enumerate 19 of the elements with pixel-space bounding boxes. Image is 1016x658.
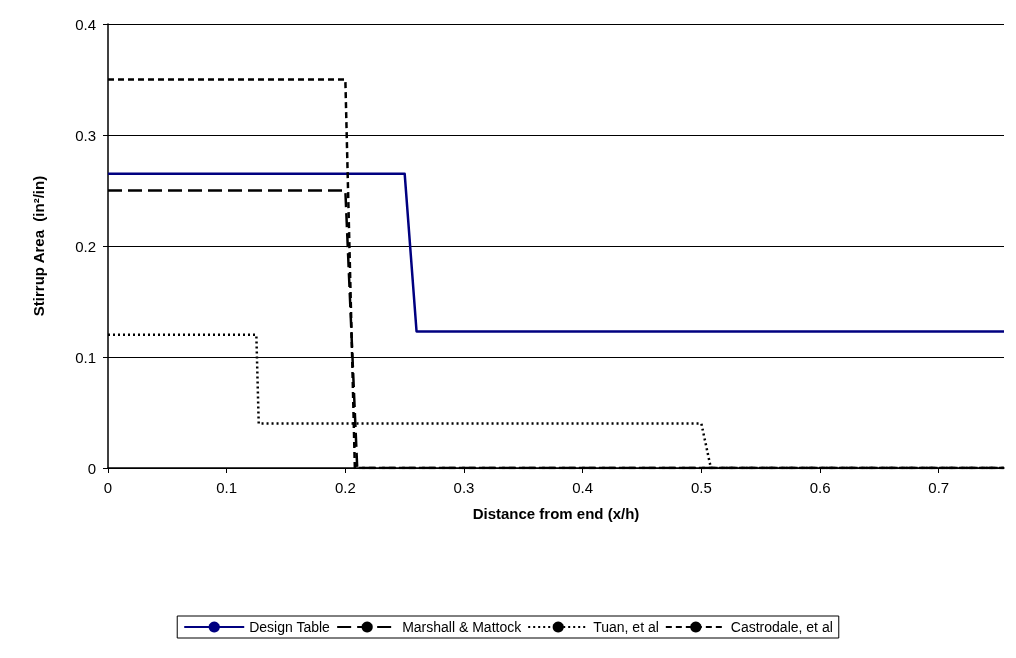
y-tick-label: 0.1 xyxy=(75,348,96,366)
legend-label: Marshall & Mattock xyxy=(402,619,523,635)
x-tick-label: 0.3 xyxy=(453,479,475,496)
y-tick-label: 0.2 xyxy=(75,237,96,255)
y-tick-label: 0 xyxy=(87,459,96,477)
legend-label: Castrodale, et al xyxy=(730,619,833,635)
x-tick-label: 0.7 xyxy=(928,479,950,496)
x-axis-title: Distance from end (x/h) xyxy=(472,505,640,522)
legend-label: Tuan, et al xyxy=(593,619,659,635)
y-tick-label: 0.4 xyxy=(75,15,96,33)
y-tick-label: 0.3 xyxy=(75,126,96,144)
x-tick-label: 0.2 xyxy=(334,479,356,496)
x-tick-label: 0.1 xyxy=(216,479,238,496)
legend-label: Design Table xyxy=(249,619,331,635)
x-tick-label: 0.6 xyxy=(809,479,831,496)
x-tick-label: 0.4 xyxy=(572,479,594,496)
x-tick-label: 0 xyxy=(103,479,113,496)
x-tick-label: 0.5 xyxy=(690,479,712,496)
y-axis-title: Stirrup Area (in²/in) xyxy=(30,175,47,317)
